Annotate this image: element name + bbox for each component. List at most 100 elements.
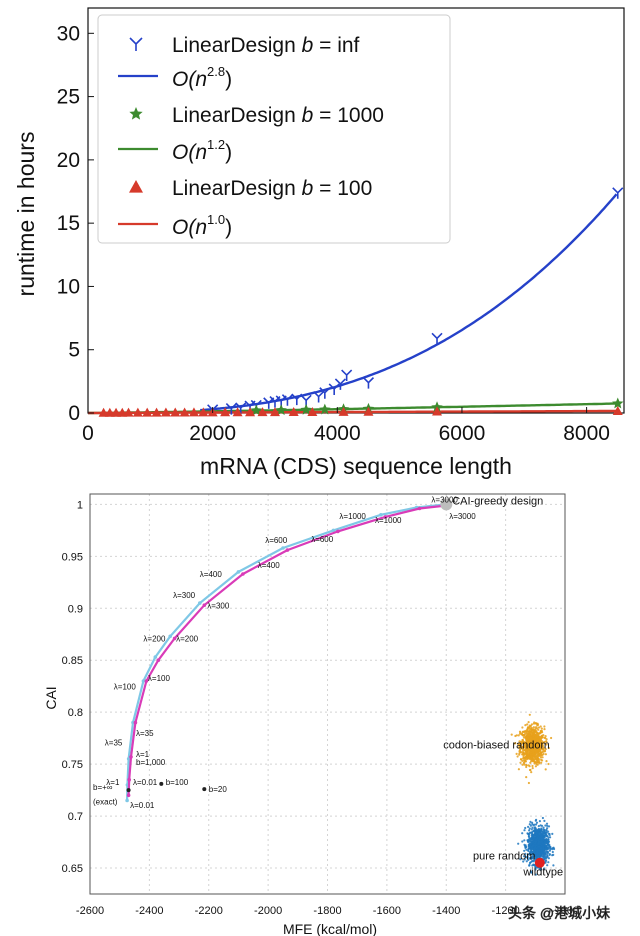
- special-points: [126, 498, 545, 868]
- curve-point: [336, 529, 340, 534]
- y-tick-label: 0.95: [62, 551, 83, 563]
- x-tick-label: 2000: [189, 422, 236, 445]
- point-tri-down: [612, 187, 624, 199]
- lambda-label-magenta: λ=300: [207, 601, 230, 610]
- point-tri-down: [291, 393, 303, 406]
- x-tick-label: 0: [82, 422, 94, 445]
- x-tick-label: 4000: [314, 422, 361, 445]
- point-triangle: [338, 406, 349, 416]
- lambda-label-blue: λ=0.01: [130, 801, 155, 810]
- lambda-label-blue: λ=1: [106, 778, 120, 787]
- curve-point: [133, 720, 138, 725]
- legend-triangle-icon: [129, 180, 143, 193]
- y-tick-label: 5: [68, 339, 80, 362]
- annotation-b-1-000: b=1,000: [136, 758, 166, 767]
- point-triangle: [245, 407, 256, 417]
- legend-marker-b-1000: [129, 107, 143, 120]
- point-triangle: [142, 407, 153, 417]
- curve-point: [417, 506, 422, 511]
- curve-point: [172, 636, 177, 641]
- legend-label-n1.2: O(n1.2): [172, 137, 232, 164]
- curve-point: [156, 658, 161, 662]
- x-tick-label: -1400: [432, 905, 460, 917]
- y-tick-label: 10: [57, 275, 80, 298]
- cluster-pure-random: [517, 816, 556, 876]
- legend-label-b-inf: LinearDesign b = inf: [172, 34, 360, 57]
- legend-label-b-1000: LinearDesign b = 1000: [172, 104, 384, 127]
- legend-marker-b-100: [129, 180, 143, 193]
- annotations: CAI-greedy design b=1,000 b=100 b=20 b=+∞ (ex…: [93, 495, 563, 878]
- lambda-label-magenta: λ=0.01: [133, 778, 158, 787]
- pareto-plot-frame: [89, 493, 566, 895]
- point-tri-down: [341, 369, 353, 382]
- x-tick-label: -1800: [313, 905, 341, 917]
- point-triangle: [170, 407, 181, 417]
- legend: LinearDesign b = inf O(n2.8) LinearDesig…: [97, 14, 451, 244]
- y-tick-label: 20: [57, 149, 80, 172]
- y-tick-label: 0: [68, 402, 80, 425]
- y-tick-label: 15: [57, 212, 80, 235]
- curve-point: [383, 515, 388, 519]
- curve-point: [153, 655, 158, 659]
- curve-point: [125, 798, 129, 803]
- curve-point: [144, 679, 149, 683]
- point-triangle: [612, 405, 623, 415]
- lambda-labels: λ=3000 λ=1000 λ=600 λ=400 λ=300 λ=200 λ=100 λ=3…: [105, 495, 476, 810]
- annotation--exact-: (exact): [93, 798, 118, 807]
- point-star: [612, 397, 624, 409]
- point-triangle: [269, 407, 280, 417]
- point-triangle: [307, 406, 318, 416]
- lambda-label-blue: λ=3000: [431, 495, 458, 504]
- point-tri-down: [431, 332, 443, 345]
- y-tick-label: 25: [57, 86, 80, 109]
- annotation-b-20: b=20: [209, 785, 228, 794]
- curve-point: [202, 603, 207, 607]
- lambda-label-magenta: λ=1000: [375, 516, 402, 525]
- y-tick-label: 0.7: [68, 811, 83, 823]
- legend-label-b-100: LinearDesign b = 100: [172, 177, 372, 200]
- x-axis-ticks: 0 2000 4000 6000 8000: [82, 407, 610, 445]
- point-tri-down: [362, 377, 375, 389]
- point-b-100-point: [159, 781, 164, 786]
- legend-tri-down-icon: [129, 37, 143, 51]
- annotation-b-100: b=100: [166, 778, 189, 787]
- lambda-label-blue: λ=200: [143, 635, 166, 644]
- point-triangle: [363, 406, 374, 416]
- annotation-pure-random: pure random: [473, 851, 535, 863]
- lambda-label-magenta: λ=3000: [449, 512, 476, 521]
- annotation-codon-biased-random: codon-biased random: [443, 740, 549, 752]
- lambda-label-magenta: λ=100: [148, 674, 171, 683]
- point-tri-down: [319, 387, 331, 399]
- point-star: [275, 404, 287, 416]
- curve-point: [379, 513, 383, 517]
- point-triangle: [179, 407, 190, 417]
- curve-point: [126, 793, 131, 798]
- y-tick-label: 0.65: [62, 863, 83, 875]
- legend-label-n2.8: O(n2.8): [172, 64, 232, 91]
- y-axis-label: runtime in hours: [13, 132, 39, 297]
- y-tick-label: 1: [77, 499, 83, 511]
- runtime-chart: 0 2000 4000 6000 8000 0 5 10 15 20 25 30 mRNA (CDS…: [13, 7, 625, 479]
- point-star: [250, 404, 262, 416]
- x-tick-label: -2600: [76, 905, 104, 917]
- point-triangle: [198, 407, 209, 417]
- point-tri-down: [281, 394, 294, 406]
- curve-point: [281, 546, 285, 550]
- data-points: [98, 187, 624, 417]
- point-triangle: [257, 407, 268, 417]
- point-triangle: [288, 406, 299, 416]
- lambda-label-magenta: λ=35: [136, 729, 154, 738]
- curve-point: [285, 548, 290, 552]
- curve-point: [236, 570, 241, 574]
- pareto-chart: λ=3000 λ=1000 λ=600 λ=400 λ=300 λ=200 λ=100 λ=3…: [43, 493, 610, 936]
- grid-lines: [89, 494, 566, 894]
- point-b-20-point: [202, 787, 207, 792]
- point-triangle: [432, 406, 443, 416]
- point-b-exact: [126, 788, 131, 793]
- annotation-CAI-greedy-design: CAI-greedy design: [452, 495, 543, 507]
- point-tri-down: [334, 378, 346, 390]
- y-tick-label: 30: [57, 22, 80, 45]
- x-tick-label: -1200: [492, 905, 520, 917]
- point-CAI-greedy-design: [440, 498, 453, 511]
- curve-point: [126, 757, 131, 761]
